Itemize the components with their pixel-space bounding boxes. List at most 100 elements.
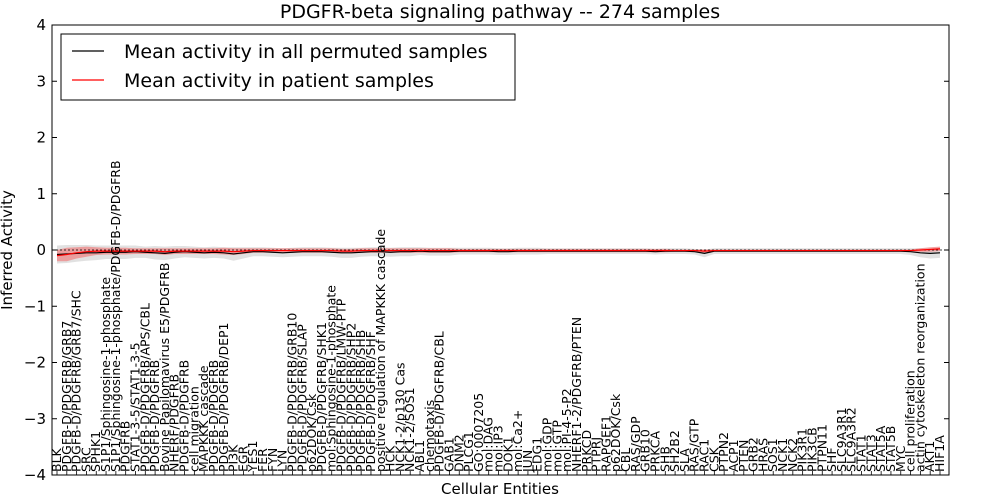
y-tick-label: 2 (36, 129, 46, 147)
entity-label: EGR (235, 445, 250, 472)
entity-label: MYC (893, 445, 908, 472)
entity-label: cell migration (186, 386, 201, 472)
y-tick-label: 0 (36, 241, 46, 259)
entity-label: MAPKKK cascade (196, 365, 211, 472)
entity-label: PDGFB-D/PDGFRB (177, 360, 192, 472)
entity-label: SPHK1 (88, 431, 103, 472)
entity-label: PDGFB-D/PDGFRB (147, 360, 162, 472)
entity-label: Bovine Papilomavirus E5/PDGFRB (157, 263, 172, 472)
entity-label: PDGFB-D/PDGFRB/SLAP (294, 324, 309, 472)
entity-label: mol:GTP (549, 420, 564, 472)
entity-label: STAT1 (854, 434, 869, 472)
entity-label: AKT1 (922, 441, 937, 472)
entity-label: GAB1 (441, 437, 456, 472)
y-tick-label: −3 (24, 410, 46, 428)
y-axis-ticks: 4 3 2 1 0 −1 −2 −3 −4 (24, 16, 949, 484)
entity-label: CBL (618, 448, 633, 472)
entity-label: SLC9A3R2 (844, 407, 859, 472)
entity-label: RAPGEF1 (598, 415, 613, 472)
entity-label: PIK3CB (804, 427, 819, 472)
entity-label: PDGFB-D/PDGFRB/LMW-PTP (334, 298, 349, 472)
legend: Mean activity in all permuted samples Me… (60, 33, 516, 101)
entity-label: PDGFB-D/PDGFRB/SHK1 (314, 322, 329, 472)
y-tick-label: 4 (36, 16, 46, 34)
entity-label: STAT5B (883, 426, 898, 472)
entity-label: SHB (657, 446, 672, 472)
entity-label: JUN (520, 450, 535, 473)
entity-label: PDGFB-D/PDGFRB/SHP2 (343, 323, 358, 472)
entity-label: SH2B2 (667, 430, 682, 472)
entity-label: PDGFB-D/PDGFRB/GRB7 (59, 321, 74, 472)
entity-label: DOK1 (500, 436, 515, 472)
entity-label: YES1 (245, 441, 260, 473)
legend-label-patient: Mean activity in patient samples (124, 70, 434, 92)
y-tick-label: 3 (36, 72, 46, 90)
entity-label: positive regulation of MAPKKK cascade (373, 229, 388, 472)
entity-label: PDGFB-D/PDGFRB/APS/CBL (137, 303, 152, 472)
entity-label: SLC9A3R1 (834, 407, 849, 472)
entity-label: p62DOK/Csk (608, 393, 623, 472)
entity-label: PTEN (736, 440, 751, 472)
x-axis-entity-labels: BLKPDGFB-D/PDGFRB/GRB7PDGFB-D/PDGFRB/GRB… (49, 160, 947, 475)
entity-label: PIK3R1 (795, 428, 810, 472)
entity-label: ACP1 (726, 439, 741, 472)
plot-area (52, 244, 949, 264)
entity-label: PDGFB-D/PDGFRB/SHF (363, 331, 378, 472)
entity-label: S1P1/Sphingosine-1-phosphate/PDGFB-D/PDG… (108, 160, 123, 472)
entity-label: ABL1 (412, 440, 427, 472)
entity-label: BLK (49, 447, 64, 472)
entity-label: PTPRJ (589, 437, 604, 472)
entity-label: mol:PI-4-5-P2 (559, 388, 574, 472)
entity-label: PRKCA (647, 431, 662, 472)
y-tick-label: −2 (24, 354, 46, 372)
entity-label: NCK1 (775, 438, 790, 472)
entity-label: STAT5A (873, 425, 888, 472)
entity-label: STAT1-3-5/STAT1-3-5 (127, 342, 142, 472)
entity-label: PI3K (226, 444, 241, 472)
y-tick-label: 1 (36, 185, 46, 203)
chart-title: PDGFR-beta signaling pathway -- 274 samp… (280, 1, 720, 23)
entity-label: HCK (383, 445, 398, 472)
entity-label: mol:DAG (481, 417, 496, 472)
entity-label: chemotaxis (422, 400, 437, 472)
entity-label: NCK2 (785, 438, 800, 472)
entity-label: NHERF/PDGFRB (167, 374, 182, 472)
entity-label: GRB10 (638, 429, 653, 472)
y-tick-label: −1 (24, 297, 46, 315)
entity-label: FYN (265, 448, 280, 472)
entity-label: PRKCD (579, 430, 594, 472)
entity-label: PDGFB-D/PDGFRB/GRB10 (284, 313, 299, 472)
entity-label: cell proliferation (903, 370, 918, 472)
entity-label: p62DOK/Csk (304, 393, 319, 472)
entity-label: SOS1 (765, 438, 780, 472)
legend-label-permuted: Mean activity in all permuted samples (124, 41, 487, 63)
entity-label: S1P1/Sphingosine-1-phosphate (98, 277, 113, 472)
entity-label: PDGFB-D/PDGFRB/GRB7/SHC (69, 290, 84, 472)
entity-label: mol:GDP (540, 417, 555, 472)
entity-label: SRC (78, 447, 93, 472)
entity-label: PDGFRB (118, 421, 133, 472)
entity-label: SHF (824, 447, 839, 472)
entity-label: FER (255, 448, 270, 472)
y-axis-label: Inferred Activity (0, 190, 16, 310)
entity-label: LYN (275, 450, 290, 472)
entity-label: HIF1A (932, 435, 947, 472)
entity-label: RAC1 (697, 439, 712, 472)
entity-label: SLA (677, 448, 692, 472)
x-axis-label: Cellular Entities (441, 480, 559, 498)
entity-label: PLCG1 (461, 431, 476, 472)
entity-label: DNM2 (451, 434, 466, 472)
entity-label: CSK (706, 446, 721, 472)
patient-mean-line (56, 248, 941, 257)
permuted-activity-band (57, 244, 940, 264)
entity-label: EDG1 (530, 437, 545, 472)
entity-label: NCK1-2/p130 Cas (392, 362, 407, 472)
entity-label: PDGFB-D/PDGFRB/CBL (432, 331, 447, 472)
entity-label: RAS/GTP (687, 418, 702, 472)
entity-label: mol:IP3 (491, 425, 506, 472)
entity-label: RAS/GDP (628, 416, 643, 472)
entity-label: GRB2 (746, 437, 761, 472)
entity-label: mol:Sphingosine-1-phosphate (324, 285, 339, 472)
entity-label: PTPN2 (716, 432, 731, 472)
